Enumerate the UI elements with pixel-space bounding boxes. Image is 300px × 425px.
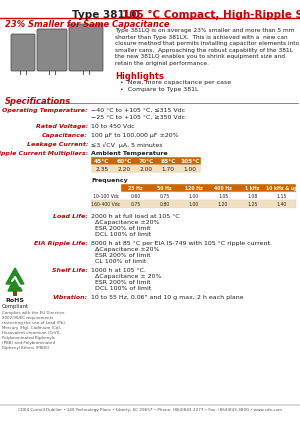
Text: 50 Hz: 50 Hz [158, 185, 172, 190]
Text: 85°C: 85°C [160, 159, 176, 164]
Text: Ripple Current Multipliers:: Ripple Current Multipliers: [0, 151, 88, 156]
Text: ΔCapacitance ± 20%: ΔCapacitance ± 20% [95, 274, 161, 279]
Text: 45°C: 45°C [94, 159, 110, 164]
Text: Type 381LQ is on average 23% smaller and more than 5 mm
shorter than Type 381LX.: Type 381LQ is on average 23% smaller and… [115, 28, 299, 66]
Text: Frequency: Frequency [91, 178, 128, 183]
Bar [91, 165, 201, 173]
Bar [91, 157, 201, 165]
Text: 1.25: 1.25 [247, 201, 257, 207]
Text: Load Life:: Load Life: [53, 214, 88, 219]
Text: Type 381LQ: Type 381LQ [72, 10, 144, 20]
FancyBboxPatch shape [11, 34, 35, 71]
Text: Compliant: Compliant [2, 304, 28, 309]
Text: Complies with the EU Directive
2002/95/EC requirements
restricting the use of Le: Complies with the EU Directive 2002/95/E… [2, 311, 66, 350]
Text: 2.00: 2.00 [140, 167, 153, 172]
FancyBboxPatch shape [69, 24, 103, 71]
Text: 1.00: 1.00 [184, 167, 196, 172]
Text: 2.20: 2.20 [117, 167, 130, 172]
Text: ESR 200% of limit: ESR 200% of limit [95, 280, 151, 285]
Text: 1.20: 1.20 [218, 201, 228, 207]
Text: ΔCapacitance ±20%: ΔCapacitance ±20% [95, 247, 160, 252]
Text: EIA Ripple Life:: EIA Ripple Life: [34, 241, 88, 246]
Text: Leakage Current:: Leakage Current: [27, 142, 88, 147]
Polygon shape [6, 268, 24, 284]
FancyBboxPatch shape [37, 29, 67, 71]
Text: −40 °C to +105 °C, ≤315 Vdc
−25 °C to +105 °C, ≥350 Vdc: −40 °C to +105 °C, ≤315 Vdc −25 °C to +1… [91, 108, 185, 119]
Text: DCL 100% of limit: DCL 100% of limit [95, 286, 151, 291]
Text: 10 to 450 Vdc: 10 to 450 Vdc [91, 124, 135, 129]
Text: 0.75: 0.75 [160, 193, 170, 198]
Bar [91, 192, 296, 200]
Bar [13, 291, 17, 296]
Text: ≤3 √CV  μA, 5 minutes: ≤3 √CV μA, 5 minutes [91, 142, 163, 148]
Text: ΔCapacitance ±20%: ΔCapacitance ±20% [95, 220, 160, 225]
Text: 105°C: 105°C [180, 159, 200, 164]
Text: Capacitance:: Capacitance: [42, 133, 88, 138]
Text: Ambient Temperature: Ambient Temperature [91, 151, 168, 156]
Text: 1.00: 1.00 [189, 201, 199, 207]
Text: CDE4 Cornell Dubilier • 140 Technology Place • Liberty, SC 29657 • Phone: (864)8: CDE4 Cornell Dubilier • 140 Technology P… [18, 408, 282, 412]
Text: •  New, more capacitance per case: • New, more capacitance per case [120, 80, 231, 85]
Text: Operating Temperature:: Operating Temperature: [2, 108, 88, 113]
Text: 10 kHz & up: 10 kHz & up [266, 185, 297, 190]
Text: ESR 200% of limit: ESR 200% of limit [95, 253, 151, 258]
Text: 1.00: 1.00 [189, 193, 199, 198]
Text: 2000 h at full load at 105 °C: 2000 h at full load at 105 °C [91, 214, 180, 219]
Text: 0.60: 0.60 [130, 193, 141, 198]
Text: 120 Hz: 120 Hz [185, 185, 203, 190]
Text: DCL 100% of limit: DCL 100% of limit [95, 232, 151, 237]
Text: CL 100% of limit: CL 100% of limit [95, 259, 146, 264]
Text: 105 °C Compact, High-Ripple Snap-in: 105 °C Compact, High-Ripple Snap-in [122, 10, 300, 20]
Text: ESR 200% of limit: ESR 200% of limit [95, 226, 151, 231]
Bar [121, 184, 296, 192]
Text: 10 to 55 Hz, 0.06" and 10 g max, 2 h each plane: 10 to 55 Hz, 0.06" and 10 g max, 2 h eac… [91, 295, 244, 300]
Text: 1.05: 1.05 [218, 193, 228, 198]
Text: 70°C: 70°C [138, 159, 154, 164]
Text: 8000 h at 85 °C per EIA IS-749 with 105 °C ripple current.: 8000 h at 85 °C per EIA IS-749 with 105 … [91, 241, 272, 246]
Text: 60°C: 60°C [116, 159, 132, 164]
Text: 1.15: 1.15 [276, 193, 286, 198]
Text: RoHS: RoHS [5, 298, 25, 303]
Text: 25 Hz: 25 Hz [128, 185, 143, 190]
Text: 10-100 Vdc: 10-100 Vdc [93, 193, 119, 198]
Text: 2.35: 2.35 [95, 167, 109, 172]
Text: 400 Hz: 400 Hz [214, 185, 232, 190]
Text: Shelf Life:: Shelf Life: [52, 268, 88, 273]
Text: •  Compare to Type 381L: • Compare to Type 381L [120, 87, 199, 92]
Text: 1.70: 1.70 [161, 167, 175, 172]
Text: Highlights: Highlights [115, 72, 164, 81]
Text: 160-400 Vdc: 160-400 Vdc [92, 201, 121, 207]
Text: 0.80: 0.80 [160, 201, 170, 207]
Text: 23% Smaller for Same Capacitance: 23% Smaller for Same Capacitance [5, 20, 169, 29]
Text: 1.08: 1.08 [247, 193, 257, 198]
Text: 0.75: 0.75 [130, 201, 141, 207]
Text: Rated Voltage:: Rated Voltage: [36, 124, 88, 129]
Text: Vibration:: Vibration: [53, 295, 88, 300]
Polygon shape [8, 278, 22, 291]
Text: 100 μF to 100,000 μF ±20%: 100 μF to 100,000 μF ±20% [91, 133, 178, 138]
Text: 1.40: 1.40 [276, 201, 286, 207]
Text: Specifications: Specifications [5, 97, 71, 106]
Text: 1000 h at 105 °C.: 1000 h at 105 °C. [91, 268, 146, 273]
Text: 1 kHz: 1 kHz [245, 185, 260, 190]
Bar [91, 200, 296, 208]
